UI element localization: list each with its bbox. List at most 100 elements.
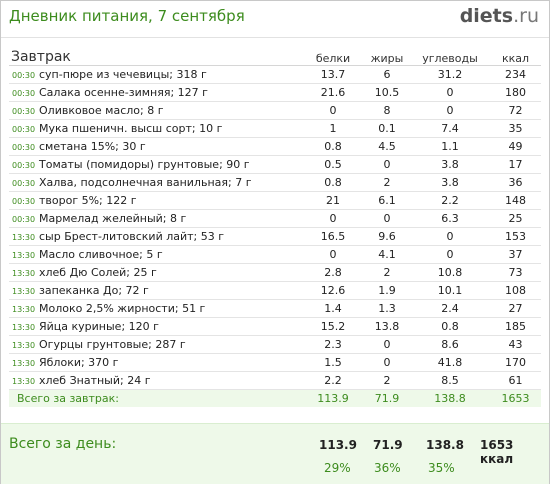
food-rows: 00:30 суп-пюре из чечевицы; 318 г 13.7 6 31.… (9, 65, 541, 390)
food-name[interactable]: Яйца куриные; 120 г (39, 320, 159, 333)
fat-value: 0 (364, 155, 410, 174)
protein-value: 13.7 (302, 65, 364, 84)
day-total-carbs: 138.8 (426, 438, 464, 452)
table-row[interactable]: 13:30 Молоко 2,5% жирности; 51 г 1.4 1.3 2.4… (9, 299, 541, 318)
food-name[interactable]: запеканка До; 72 г (39, 284, 149, 297)
food-name[interactable]: Томаты (помидоры) грунтовые; 90 г (39, 158, 250, 171)
protein-value: 12.6 (302, 281, 364, 300)
table-row[interactable]: 00:30 суп-пюре из чечевицы; 318 г 13.7 6 31.… (9, 65, 541, 84)
table-row[interactable]: 00:30 творог 5%; 122 г 21 6.1 2.2 148 (9, 191, 541, 210)
kcal-value: 27 (490, 299, 541, 318)
meal-time: 13:30 (12, 269, 36, 278)
carbs-value: 2.4 (410, 299, 490, 318)
food-name[interactable]: Оливковое масло; 8 г (39, 104, 164, 117)
meal-time: 13:30 (12, 359, 36, 368)
food-cell: 13:30 Молоко 2,5% жирности; 51 г (9, 299, 302, 318)
food-cell: 00:30 творог 5%; 122 г (9, 191, 302, 210)
kcal-value: 61 (490, 371, 541, 390)
food-name[interactable]: сыр Брест-литовский лайт; 53 г (39, 230, 225, 243)
protein-value: 1.5 (302, 353, 364, 372)
meal-title: Завтрак (9, 45, 302, 66)
table-row[interactable]: 13:30 запеканка До; 72 г 12.6 1.9 10.1 108 (9, 281, 541, 300)
table-row[interactable]: 13:30 хлеб Дю Солей; 25 г 2.8 2 10.8 73 (9, 263, 541, 282)
col-carbs-header: углеводы (410, 45, 490, 66)
food-cell: 00:30 Мармелад желейный; 8 г (9, 209, 302, 228)
food-name[interactable]: Огурцы грунтовые; 287 г (39, 338, 186, 351)
protein-value: 2.2 (302, 371, 364, 390)
food-name[interactable]: Халва, подсолнечная ванильная; 7 г (39, 176, 252, 189)
meal-time: 00:30 (12, 179, 36, 188)
food-cell: 13:30 хлеб Дю Солей; 25 г (9, 263, 302, 282)
food-cell: 13:30 хлеб Знатный; 24 г (9, 371, 302, 390)
kcal-value: 180 (490, 83, 541, 102)
food-name[interactable]: Молоко 2,5% жирности; 51 г (39, 302, 206, 315)
fat-value: 6.1 (364, 191, 410, 210)
food-name[interactable]: Мука пшеничн. высш сорт; 10 г (39, 122, 223, 135)
meal-total-row: Всего за завтрак: 113.9 71.9 138.8 1653 (9, 389, 541, 407)
food-cell: 13:30 Яйца куриные; 120 г (9, 317, 302, 336)
header: Дневник питания, 7 сентября diets.ru (1, 1, 549, 38)
food-name[interactable]: Масло сливочное; 5 г (39, 248, 163, 261)
food-cell: 13:30 Масло сливочное; 5 г (9, 245, 302, 264)
fat-value: 2 (364, 371, 410, 390)
food-name[interactable]: сметана 15%; 30 г (39, 140, 146, 153)
kcal-value: 73 (490, 263, 541, 282)
protein-value: 21.6 (302, 83, 364, 102)
table-row[interactable]: 13:30 Яйца куриные; 120 г 15.2 13.8 0.8 185 (9, 317, 541, 336)
table-row[interactable]: 13:30 Яблоки; 370 г 1.5 0 41.8 170 (9, 353, 541, 372)
table-row[interactable]: 13:30 сыр Брест-литовский лайт; 53 г 16.5 9… (9, 227, 541, 246)
table-row[interactable]: 00:30 Мармелад желейный; 8 г 0 0 6.3 25 (9, 209, 541, 228)
carbs-value: 1.1 (410, 137, 490, 156)
fat-value: 10.5 (364, 83, 410, 102)
carbs-value: 7.4 (410, 119, 490, 138)
meal-time: 13:30 (12, 377, 36, 386)
meal-time: 00:30 (12, 215, 36, 224)
meal-time: 00:30 (12, 89, 36, 98)
fat-value: 2 (364, 263, 410, 282)
food-cell: 00:30 Мука пшеничн. высш сорт; 10 г (9, 119, 302, 138)
meal-table-wrap: Завтрак белки жиры углеводы ккал 00:30 су… (9, 45, 541, 407)
table-row[interactable]: 13:30 Масло сливочное; 5 г 0 4.1 0 37 (9, 245, 541, 264)
table-row[interactable]: 00:30 Салака осенне-зимняя; 127 г 21.6 10.5… (9, 83, 541, 102)
site-logo[interactable]: diets.ru (460, 5, 539, 27)
food-cell: 13:30 Яблоки; 370 г (9, 353, 302, 372)
meal-time: 13:30 (12, 287, 36, 296)
food-cell: 00:30 Оливковое масло; 8 г (9, 101, 302, 120)
kcal-value: 170 (490, 353, 541, 372)
kcal-value: 72 (490, 101, 541, 120)
carbs-value: 3.8 (410, 173, 490, 192)
food-name[interactable]: Яблоки; 370 г (39, 356, 119, 369)
meal-time: 00:30 (12, 107, 36, 116)
food-name[interactable]: хлеб Дю Солей; 25 г (39, 266, 157, 279)
meal-time: 00:30 (12, 143, 36, 152)
meal-total-kcal: 1653 (490, 389, 541, 407)
food-name[interactable]: творог 5%; 122 г (39, 194, 137, 207)
kcal-value: 148 (490, 191, 541, 210)
table-row[interactable]: 00:30 сметана 15%; 30 г 0.8 4.5 1.1 49 (9, 137, 541, 156)
logo-tld: .ru (513, 5, 539, 27)
food-name[interactable]: Салака осенне-зимняя; 127 г (39, 86, 208, 99)
food-cell: 00:30 Салака осенне-зимняя; 127 г (9, 83, 302, 102)
fat-value: 2 (364, 173, 410, 192)
food-name[interactable]: Мармелад желейный; 8 г (39, 212, 187, 225)
table-row[interactable]: 13:30 Огурцы грунтовые; 287 г 2.3 0 8.6 43 (9, 335, 541, 354)
meal-time: 13:30 (12, 305, 36, 314)
meal-time: 00:30 (12, 197, 36, 206)
kcal-value: 185 (490, 317, 541, 336)
col-fat-header: жиры (364, 45, 410, 66)
table-row[interactable]: 00:30 Мука пшеничн. высш сорт; 10 г 1 0.1 7.… (9, 119, 541, 138)
meal-time: 13:30 (12, 341, 36, 350)
kcal-value: 25 (490, 209, 541, 228)
table-row[interactable]: 00:30 Оливковое масло; 8 г 0 8 0 72 (9, 101, 541, 120)
table-row[interactable]: 13:30 хлеб Знатный; 24 г 2.2 2 8.5 61 (9, 371, 541, 390)
food-name[interactable]: хлеб Знатный; 24 г (39, 374, 151, 387)
protein-value: 16.5 (302, 227, 364, 246)
carbs-value: 6.3 (410, 209, 490, 228)
food-cell: 00:30 Томаты (помидоры) грунтовые; 90 г (9, 155, 302, 174)
table-row[interactable]: 00:30 Томаты (помидоры) грунтовые; 90 г 0.… (9, 155, 541, 174)
food-name[interactable]: суп-пюре из чечевицы; 318 г (39, 68, 207, 81)
food-cell: 00:30 сметана 15%; 30 г (9, 137, 302, 156)
food-cell: 13:30 Огурцы грунтовые; 287 г (9, 335, 302, 354)
